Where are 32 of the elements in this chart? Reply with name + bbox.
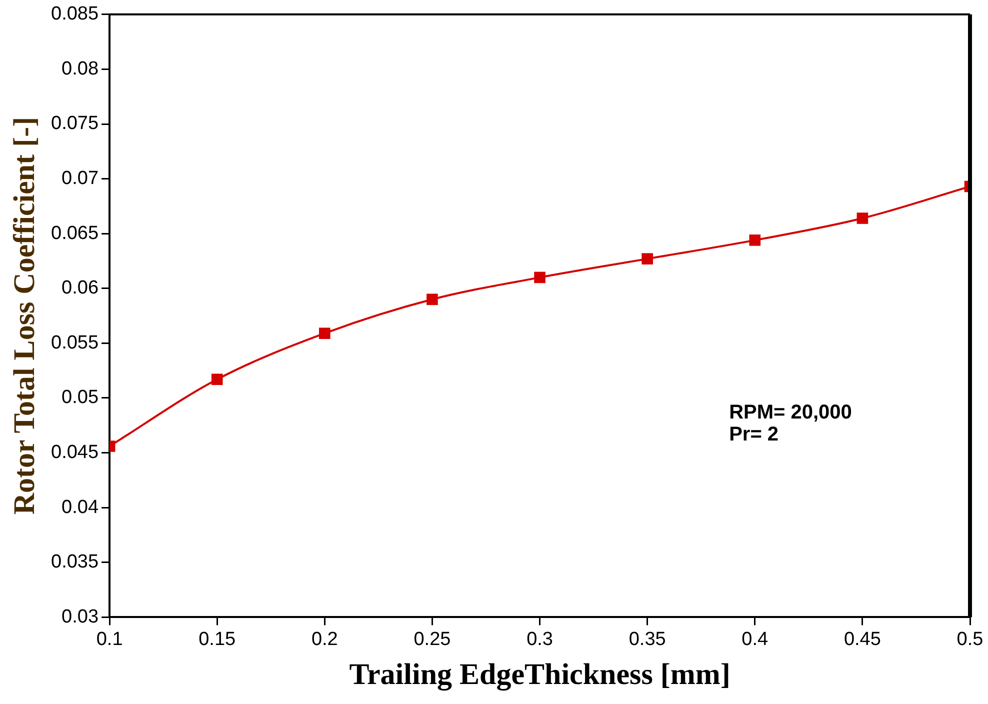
y-tick-label: 0.065	[51, 222, 99, 244]
point	[534, 272, 546, 284]
y-tick-label: 0.08	[62, 58, 99, 80]
y-tick-label: 0.04	[62, 496, 99, 518]
x-tick-label: 0.4	[742, 628, 769, 650]
y-tick-label: 0.05	[62, 387, 99, 408]
x-tick-label: 0.25	[414, 628, 451, 650]
y-axis-title: Rotor Total Loss Coefficient [-]	[8, 116, 41, 515]
point	[211, 374, 223, 386]
point	[749, 234, 761, 246]
point	[642, 253, 653, 264]
y-tick-label: 0.035	[51, 552, 99, 573]
x-tick-label: 0.1	[96, 628, 123, 650]
x-tick-label: 0.2	[311, 628, 338, 650]
y-tick-label: 0.07	[62, 168, 99, 190]
x-tick-label: 0.5	[956, 628, 984, 650]
x-tick-label: 0.3	[526, 628, 553, 650]
point	[319, 328, 330, 339]
x-axis-title: Trailing EdgeThickness [mm]	[349, 658, 730, 691]
annotation: RPM= 20,000	[729, 402, 852, 424]
y-tick-label: 0.085	[51, 4, 99, 25]
x-tick-label: 0.45	[844, 628, 881, 650]
y-tick-label: 0.055	[51, 332, 99, 354]
y-tick-label: 0.06	[62, 278, 99, 299]
point	[856, 212, 868, 224]
x-tick-label: 0.35	[628, 628, 666, 650]
point	[426, 294, 438, 306]
y-tick-label: 0.03	[62, 606, 99, 628]
x-tick-label: 0.15	[198, 628, 236, 650]
y-tick-label: 0.075	[51, 113, 99, 134]
annotation: Pr= 2	[729, 424, 779, 446]
y-tick-label: 0.045	[51, 442, 99, 464]
